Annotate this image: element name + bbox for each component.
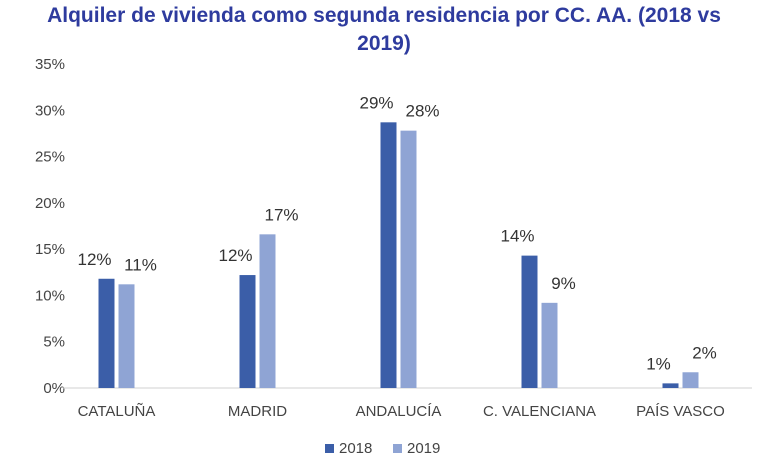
x-tick-label: ANDALUCÍA xyxy=(356,403,442,420)
x-tick-label: CATALUÑA xyxy=(78,403,156,420)
bar-2018 xyxy=(521,255,538,388)
y-tick-label: 30% xyxy=(35,102,65,119)
data-label-2018: 14% xyxy=(500,227,534,246)
data-label-2019: 11% xyxy=(124,255,157,274)
y-tick-label: 0% xyxy=(43,380,65,397)
bar-2018 xyxy=(239,275,256,388)
bar-2019 xyxy=(541,302,558,388)
bar-2018 xyxy=(380,122,397,388)
chart-title: Alquiler de vivienda como segunda reside… xyxy=(0,2,768,58)
y-tick-label: 20% xyxy=(35,195,65,212)
y-tick-label: 15% xyxy=(35,241,65,258)
data-label-2018: 29% xyxy=(359,93,393,112)
data-label-2019: 17% xyxy=(264,205,298,224)
bar-2019 xyxy=(682,372,699,388)
legend-swatch-2018 xyxy=(325,444,334,453)
title-line-1: Alquiler de vivienda como segunda reside… xyxy=(47,4,721,27)
legend-label-2018: 2018 xyxy=(339,440,372,457)
bar-2018 xyxy=(98,278,115,388)
x-tick-label: C. VALENCIANA xyxy=(483,403,596,420)
title-line-2: 2019) xyxy=(357,32,411,55)
data-label-2018: 12% xyxy=(218,246,252,265)
bar-2019 xyxy=(259,234,276,388)
y-tick-label: 10% xyxy=(35,287,65,304)
data-label-2019: 9% xyxy=(551,274,576,293)
y-tick-label: 25% xyxy=(35,149,65,166)
data-label-2018: 12% xyxy=(77,250,111,269)
y-tick-label: 35% xyxy=(35,56,65,73)
data-label-2019: 2% xyxy=(692,343,717,362)
bar-2019 xyxy=(400,130,417,388)
bar-2018 xyxy=(662,383,679,388)
legend-swatch-2019 xyxy=(393,444,402,453)
bar-2019 xyxy=(118,284,135,388)
x-tick-label: PAÍS VASCO xyxy=(636,403,725,420)
x-tick-label: MADRID xyxy=(228,403,287,420)
y-tick-label: 5% xyxy=(43,334,65,351)
legend-label-2019: 2019 xyxy=(407,440,440,457)
data-label-2018: 1% xyxy=(646,354,671,373)
data-label-2019: 28% xyxy=(405,102,439,121)
